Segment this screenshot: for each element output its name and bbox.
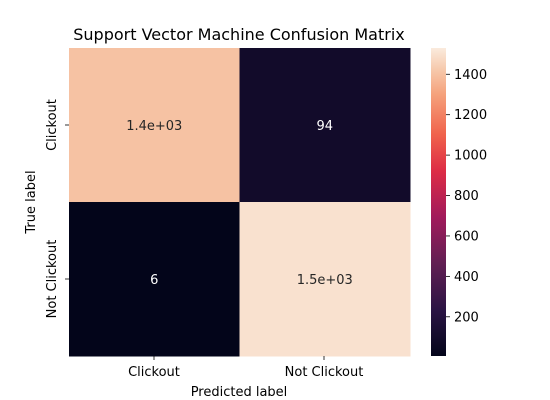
colorbar-tick-label: 1400 — [454, 68, 487, 83]
y-tick-label-clickout: Clickout — [45, 99, 60, 151]
colorbar-tick-label: 400 — [454, 270, 479, 285]
cell-annotation: 1.4e+03 — [126, 119, 182, 134]
y-tick-label-not-clickout: Not Clickout — [45, 240, 60, 319]
cell-annotation: 1.5e+03 — [297, 273, 353, 288]
x-tick-label-clickout: Clickout — [128, 365, 180, 380]
cell-annotations: 1.4e+03 94 6 1.5e+03 — [126, 119, 353, 288]
y-axis-label: True label — [24, 170, 39, 234]
x-tick-label-not-clickout: Not Clickout — [285, 365, 364, 380]
cell-annotation: 6 — [150, 273, 158, 288]
heatmap-cell — [239, 202, 411, 357]
cell-annotation: 94 — [316, 119, 333, 134]
colorbar-tick-label: 800 — [454, 189, 479, 204]
colorbar — [431, 48, 446, 356]
colorbar-ticks: 200 400 600 800 1000 1200 1400 — [446, 68, 487, 325]
colorbar-tick-label: 200 — [454, 310, 479, 325]
colorbar-tick-label: 600 — [454, 229, 479, 244]
x-axis-label: Predicted label — [191, 385, 288, 400]
heatmap-cell — [69, 48, 240, 203]
colorbar-tick-label: 1000 — [454, 149, 487, 164]
heatmap-cell — [69, 202, 240, 357]
heatmap-cell — [239, 48, 411, 203]
chart-title: Support Vector Machine Confusion Matrix — [73, 25, 405, 44]
colorbar-tick-label: 1200 — [454, 108, 487, 123]
heatmap-cells — [69, 48, 411, 357]
